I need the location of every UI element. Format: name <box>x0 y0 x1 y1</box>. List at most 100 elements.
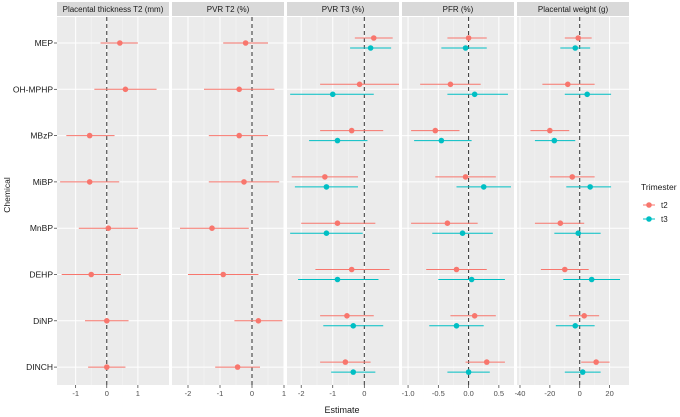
point-mnbp-t3 <box>323 230 330 236</box>
x-tick-label: -1 <box>72 389 79 398</box>
point-mbzp-t2 <box>432 127 439 134</box>
point-mibp-t2 <box>86 179 93 185</box>
x-tick-label: 1 <box>282 389 286 398</box>
panel-pvr-t2: PVR T2 (%) -2 -1 0 1 <box>172 2 286 398</box>
legend: Trimester t2 t3 <box>641 182 677 224</box>
point-dehp-t2 <box>453 266 460 273</box>
point-dehp-t2 <box>220 271 226 278</box>
point-dinp-t2 <box>255 318 262 324</box>
point-mibp-t2 <box>569 174 576 180</box>
point-mbzp-t2 <box>236 132 242 139</box>
point-mnbp-t2 <box>444 220 451 226</box>
legend-label: t2 <box>661 201 668 210</box>
point-dinp-t3 <box>572 323 579 329</box>
panel-placental-thickness-t2-mm: Placental thickness T2 (mm) -1 0 1 <box>57 2 169 398</box>
point-mep-t2 <box>242 40 249 46</box>
panel-background <box>517 17 629 385</box>
point-mnbp-t2 <box>334 220 341 226</box>
x-tick-label: 0 <box>105 389 109 398</box>
point-dehp-t2 <box>88 271 95 278</box>
point-mbzp-t2 <box>86 132 93 139</box>
point-mep-t3 <box>367 45 374 51</box>
legend-item-t3: t3 <box>643 215 668 224</box>
point-dinch-t3 <box>350 369 357 375</box>
x-tick-label: -0.5 <box>432 389 445 398</box>
x-tick-label: 0 <box>362 389 366 398</box>
x-tick-label: -40 <box>515 389 526 398</box>
point-mbzp-t2 <box>348 127 355 134</box>
point-mibp-t2 <box>462 174 469 180</box>
panel-pfr: PFR (%) -1.0 -0.5 0.0 0.5 <box>402 2 514 398</box>
point-oh-mphp-t2 <box>122 86 129 93</box>
panel-background <box>402 17 514 385</box>
y-axis-title: Chemical <box>2 177 12 213</box>
point-dehp-t3 <box>468 276 475 283</box>
y-label-oh-mphp: OH-MPHP <box>13 84 53 94</box>
panel-strip <box>172 2 284 16</box>
x-tick-label: -1 <box>329 389 336 398</box>
x-tick-label: -2 <box>185 389 192 398</box>
panel-strip <box>517 2 629 16</box>
panel-placental-weight-g: Placental weight (g) -40 -20 0 20 <box>515 2 629 398</box>
point-dehp-t3 <box>334 276 341 283</box>
y-label-mnbp: MnBP <box>30 223 53 233</box>
panel-title: PVR T2 (%) <box>207 5 250 14</box>
point-dinch-t2 <box>103 364 110 370</box>
point-dinch-t2 <box>483 359 490 365</box>
point-dinch-t2 <box>342 359 349 365</box>
point-dinch-t2 <box>234 364 241 370</box>
point-oh-mphp-t3 <box>584 91 590 98</box>
point-mnbp-t3 <box>575 230 582 236</box>
point-mbzp-t3 <box>551 137 558 144</box>
y-label-dinch: DINCH <box>26 362 53 372</box>
point-oh-mphp-t2 <box>356 81 363 88</box>
y-label-mbzp: MBzP <box>30 131 53 141</box>
point-dinp-t2 <box>344 313 350 319</box>
y-label-dinp: DiNP <box>33 316 53 326</box>
point-mnbp-t3 <box>459 230 466 236</box>
x-tick-label: -1 <box>217 389 224 398</box>
point-dinp-t3 <box>350 323 357 329</box>
x-tick-label: 0 <box>578 389 582 398</box>
x-tick-label: 0 <box>250 389 254 398</box>
point-mep-t2 <box>117 40 123 46</box>
point-mep-t3 <box>572 45 579 51</box>
panel-pvr-t3: PVR T3 (%) -2 -1 0 <box>287 2 399 398</box>
x-tick-label: -20 <box>544 389 555 398</box>
panel-strip <box>402 2 514 16</box>
point-dehp-t2 <box>561 266 568 273</box>
panel-title: Placental weight (g) <box>538 5 609 14</box>
x-tick-label: 0.5 <box>494 389 504 398</box>
point-mnbp-t2 <box>209 225 215 231</box>
y-label-dehp: DEHP <box>29 270 53 280</box>
point-oh-mphp-t2 <box>564 81 571 88</box>
panel-title: PFR (%) <box>443 5 474 14</box>
panel-strip <box>57 2 169 16</box>
x-axis-title: Estimate <box>324 405 359 415</box>
panel-background <box>57 17 169 385</box>
panel-title: Placental thickness T2 (mm) <box>63 5 164 14</box>
point-mibp-t2 <box>241 179 247 185</box>
panel-title: PVR T3 (%) <box>322 5 365 14</box>
panel-strip <box>287 2 399 16</box>
point-oh-mphp-t2 <box>447 81 454 88</box>
x-tick-label: -2 <box>298 389 305 398</box>
legend-items: t2 t3 <box>643 201 668 224</box>
point-mibp-t3 <box>480 184 487 190</box>
point-oh-mphp-t3 <box>329 91 336 98</box>
point-mep-t2 <box>465 35 472 41</box>
point-mibp-t3 <box>323 184 330 190</box>
legend-point <box>646 202 652 208</box>
legend-title: Trimester <box>641 182 677 192</box>
x-tick-label: 0.0 <box>463 389 473 398</box>
point-dinch-t2 <box>593 359 599 365</box>
point-dinp-t2 <box>103 318 110 324</box>
point-mnbp-t2 <box>557 220 564 226</box>
point-dehp-t2 <box>348 266 355 273</box>
legend-point <box>646 216 652 222</box>
point-mibp-t2 <box>322 174 328 180</box>
y-label-mibp: MiBP <box>33 177 54 187</box>
point-mbzp-t3 <box>334 137 341 144</box>
panel-background <box>287 17 399 385</box>
